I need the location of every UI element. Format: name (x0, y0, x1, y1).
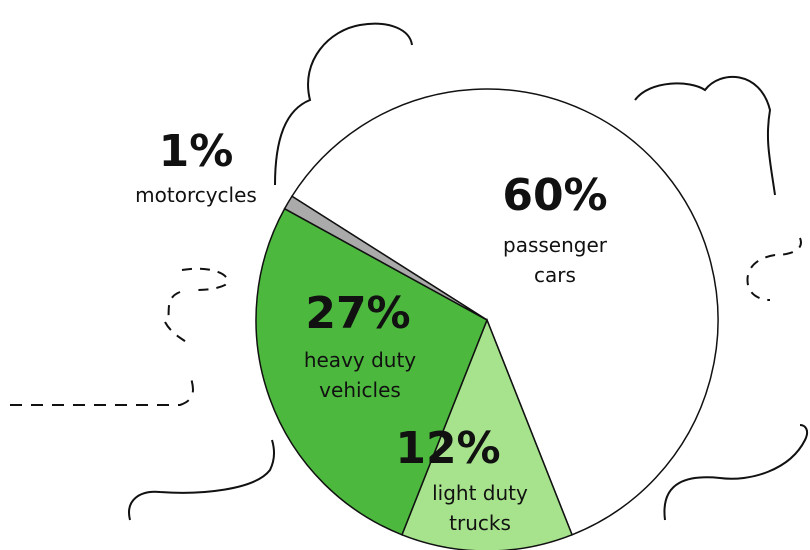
value-label: 1% (126, 128, 266, 176)
cloud-line (129, 440, 274, 520)
slice-label: motorcycles (111, 180, 281, 210)
cloud-dash (165, 269, 227, 345)
cloud-dash (10, 375, 193, 405)
value-label: 60% (485, 172, 625, 220)
page: 60% passenger cars 12% light duty trucks 27%… (0, 0, 810, 550)
slice-label: light duty trucks (420, 478, 540, 538)
slice-label: heavy duty vehicles (285, 345, 435, 405)
value-label: 12% (378, 425, 518, 473)
slice-label: passenger cars (485, 230, 625, 290)
cloud-line (664, 425, 807, 520)
value-label: 27% (288, 290, 428, 338)
cloud-dash (747, 238, 801, 300)
